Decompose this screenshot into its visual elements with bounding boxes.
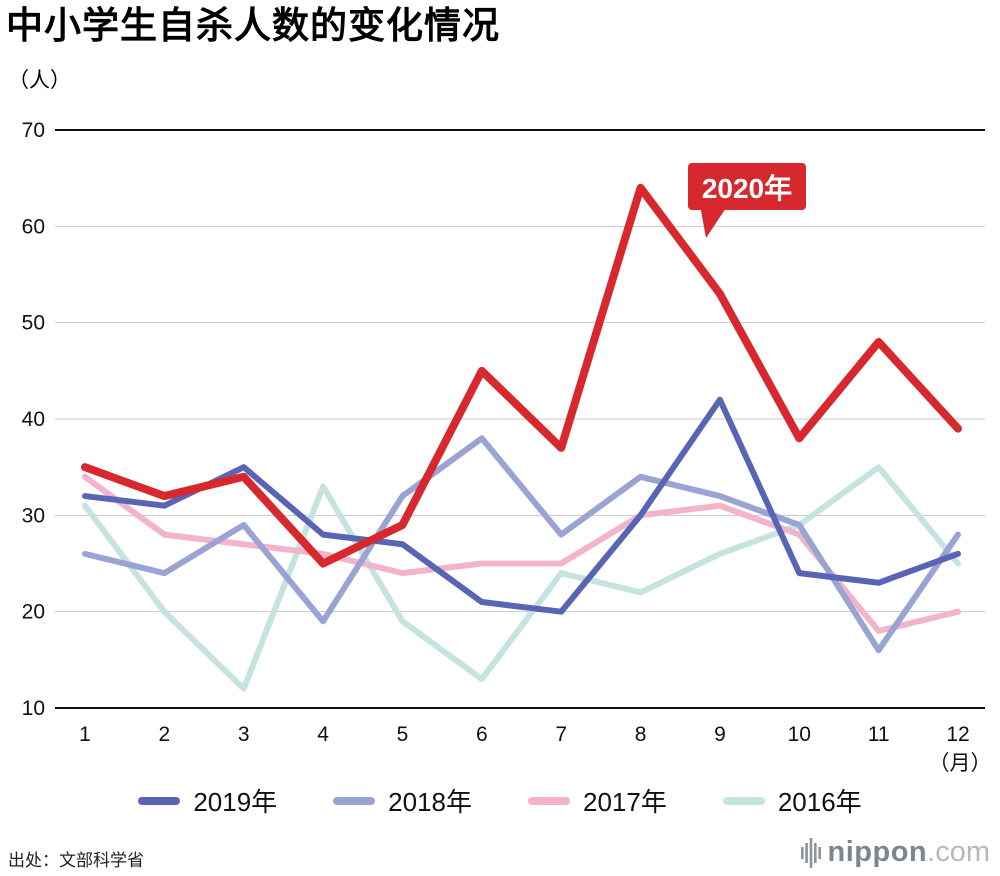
y-tick-label: 30 [22, 504, 45, 527]
annotation-label: 2020年 [702, 172, 792, 204]
legend-item-2017年: 2017年 [528, 782, 667, 819]
x-tick-label: 2 [159, 723, 171, 746]
x-tick-label: 11 [868, 723, 890, 746]
page-title: 中小学生自杀人数的变化情况 [6, 5, 500, 46]
x-tick-label: 8 [635, 723, 647, 746]
nippon-logo-text: nippon [827, 836, 928, 868]
x-tick-label: 9 [714, 723, 726, 746]
x-tick-label: 1 [79, 723, 91, 746]
annotation-box [688, 163, 806, 210]
nippon-logo: nippon .com [800, 836, 990, 869]
nippon-logo-icon [800, 837, 821, 868]
x-tick-label: 4 [317, 723, 329, 746]
series-line-2018年 [82, 435, 961, 654]
legend-swatch [333, 796, 376, 805]
legend-item-2019年: 2019年 [138, 782, 277, 819]
x-tick-label: 3 [238, 723, 250, 746]
y-tick-label: 40 [22, 408, 45, 431]
x-tick-label: 7 [555, 723, 567, 746]
legend-label: 2016年 [777, 787, 862, 817]
annotation-pointer [700, 205, 728, 238]
legend-label: 2018年 [388, 787, 472, 817]
legend-item-2018年: 2018年 [333, 782, 472, 819]
y-axis-unit-label: （人） [8, 69, 71, 92]
x-tick-label: 12 [946, 723, 969, 746]
y-tick-label: 10 [22, 697, 45, 720]
y-tick-label: 50 [22, 312, 45, 335]
x-axis-unit-label: （月） [929, 752, 992, 775]
nippon-logo-wordmark: nippon .com [828, 836, 990, 869]
chart-legend: 2019年 2018年 2017年 2016年 [0, 782, 1000, 819]
x-tick-label: 6 [476, 723, 488, 746]
legend-swatch [722, 796, 765, 805]
nippon-logo-tld: .com [927, 836, 990, 868]
legend-label: 2019年 [193, 787, 278, 817]
source-text: 出处：文部科学省 [8, 851, 144, 870]
series-line-2019年 [82, 396, 961, 615]
y-tick-label: 20 [22, 601, 45, 624]
series-line-2020年 [81, 183, 962, 568]
series-line-2016年 [82, 464, 961, 692]
y-tick-label: 60 [22, 215, 45, 238]
y-tick-label: 70 [22, 119, 45, 142]
legend-swatch [138, 796, 181, 805]
legend-swatch [528, 796, 570, 805]
x-tick-label: 5 [397, 723, 409, 746]
legend-item-2016年: 2016年 [722, 782, 862, 819]
legend-label: 2017年 [583, 787, 667, 817]
x-tick-label: 10 [788, 723, 811, 746]
